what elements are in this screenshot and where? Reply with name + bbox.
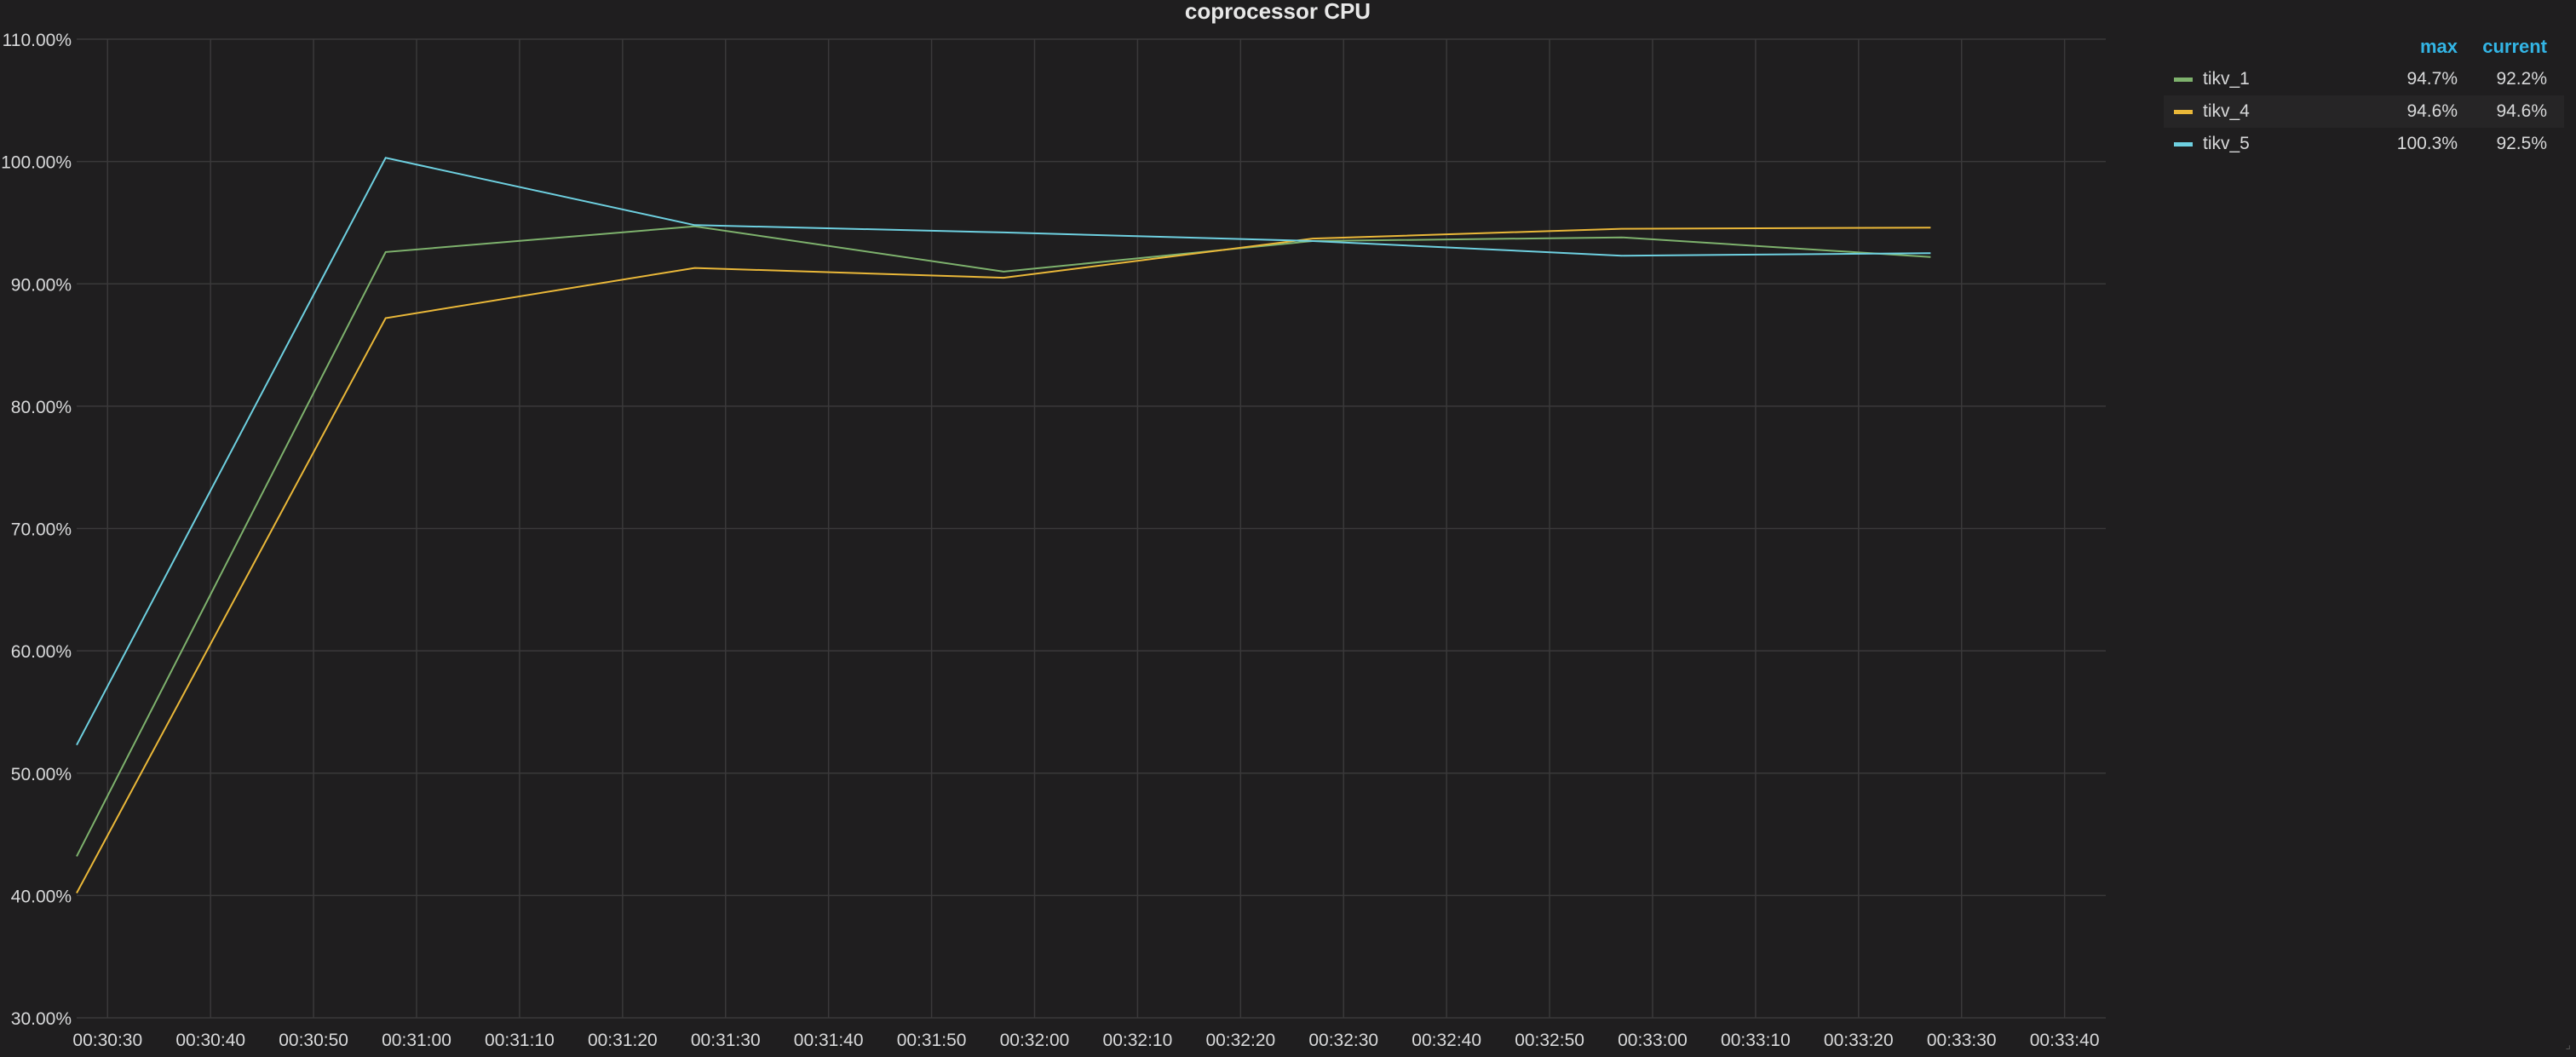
x-tick-label: 00:33:30	[1927, 1031, 1997, 1050]
y-tick-label: 30.00%	[11, 1009, 72, 1029]
x-tick-label: 00:31:40	[794, 1031, 864, 1050]
legend-current-value: 94.6%	[2496, 101, 2547, 121]
legend-col-current[interactable]: current	[2482, 36, 2547, 57]
resize-handle-icon[interactable]: ⌟	[2565, 1037, 2571, 1051]
x-tick-label: 00:33:40	[2030, 1031, 2100, 1050]
y-tick-label: 90.00%	[11, 275, 72, 295]
legend-current-value: 92.2%	[2496, 69, 2547, 89]
x-tick-label: 00:30:50	[279, 1031, 348, 1050]
x-tick-label: 00:33:20	[1824, 1031, 1894, 1050]
x-tick-label: 00:32:40	[1412, 1031, 1481, 1050]
x-tick-label: 00:32:30	[1308, 1031, 1378, 1050]
y-tick-label: 80.00%	[11, 398, 72, 417]
series-line-tikv-1	[76, 225, 1931, 857]
legend-item-tikv-5[interactable]: tikv_5 100.3% 92.5%	[2164, 128, 2564, 160]
x-tick-label: 00:31:00	[382, 1031, 451, 1050]
chart-area: 30.00% 40.00% 50.00% 60.00% 70.00% 80.00% 90.0…	[1, 31, 2106, 1050]
legend-current-value: 92.5%	[2496, 134, 2547, 153]
legend: max current tikv_1 94.7% 92.2% tikv_4 94…	[2164, 32, 2564, 160]
legend-max-value: 94.6%	[2406, 101, 2458, 121]
series-line-tikv-4	[76, 227, 1931, 893]
y-tick-label: 100.00%	[1, 153, 72, 173]
legend-swatch-icon	[2174, 78, 2193, 82]
legend-series-name[interactable]: tikv_5	[2203, 134, 2250, 153]
legend-swatch-icon	[2174, 142, 2193, 146]
x-tick-label: 00:31:20	[588, 1031, 658, 1050]
x-tick-label: 00:32:00	[1000, 1031, 1070, 1050]
y-tick-label: 50.00%	[11, 765, 72, 784]
y-tick-label: 60.00%	[11, 642, 72, 662]
legend-max-value: 94.7%	[2406, 69, 2458, 89]
legend-col-max[interactable]: max	[2419, 36, 2458, 57]
x-tick-label: 00:32:10	[1103, 1031, 1173, 1050]
y-tick-label: 70.00%	[11, 520, 72, 540]
y-tick-label: 110.00%	[3, 31, 72, 50]
x-tick-label: 00:30:30	[72, 1031, 142, 1050]
grid	[77, 38, 2106, 1019]
legend-item-tikv-1[interactable]: tikv_1 94.7% 92.2%	[2164, 63, 2564, 95]
legend-item-tikv-4[interactable]: tikv_4 94.6% 94.6%	[2164, 95, 2564, 128]
series-lines	[76, 157, 1931, 893]
x-tick-label: 00:32:50	[1515, 1031, 1584, 1050]
x-tick-label: 00:31:30	[691, 1031, 761, 1050]
x-tick-label: 00:33:00	[1618, 1031, 1688, 1050]
x-tick-label: 00:31:50	[897, 1031, 967, 1050]
legend-header: max current	[2164, 32, 2564, 63]
series-line-tikv-5	[76, 157, 1931, 746]
y-axis: 30.00% 40.00% 50.00% 60.00% 70.00% 80.00% 90.0…	[1, 31, 72, 1029]
x-tick-label: 00:33:10	[1721, 1031, 1791, 1050]
x-axis: 00:30:30 00:30:40 00:30:50 00:31:00 00:31:10…	[72, 1031, 2099, 1050]
legend-max-value: 100.3%	[2396, 134, 2458, 153]
x-tick-label: 00:32:20	[1205, 1031, 1275, 1050]
legend-swatch-icon	[2174, 110, 2193, 114]
x-tick-label: 00:30:40	[175, 1031, 245, 1050]
legend-series-name[interactable]: tikv_1	[2203, 69, 2250, 89]
y-tick-label: 40.00%	[11, 887, 72, 906]
panel-title[interactable]: coprocessor CPU	[1184, 0, 1371, 24]
legend-series-name[interactable]: tikv_4	[2203, 101, 2250, 121]
x-tick-label: 00:31:10	[485, 1031, 555, 1050]
